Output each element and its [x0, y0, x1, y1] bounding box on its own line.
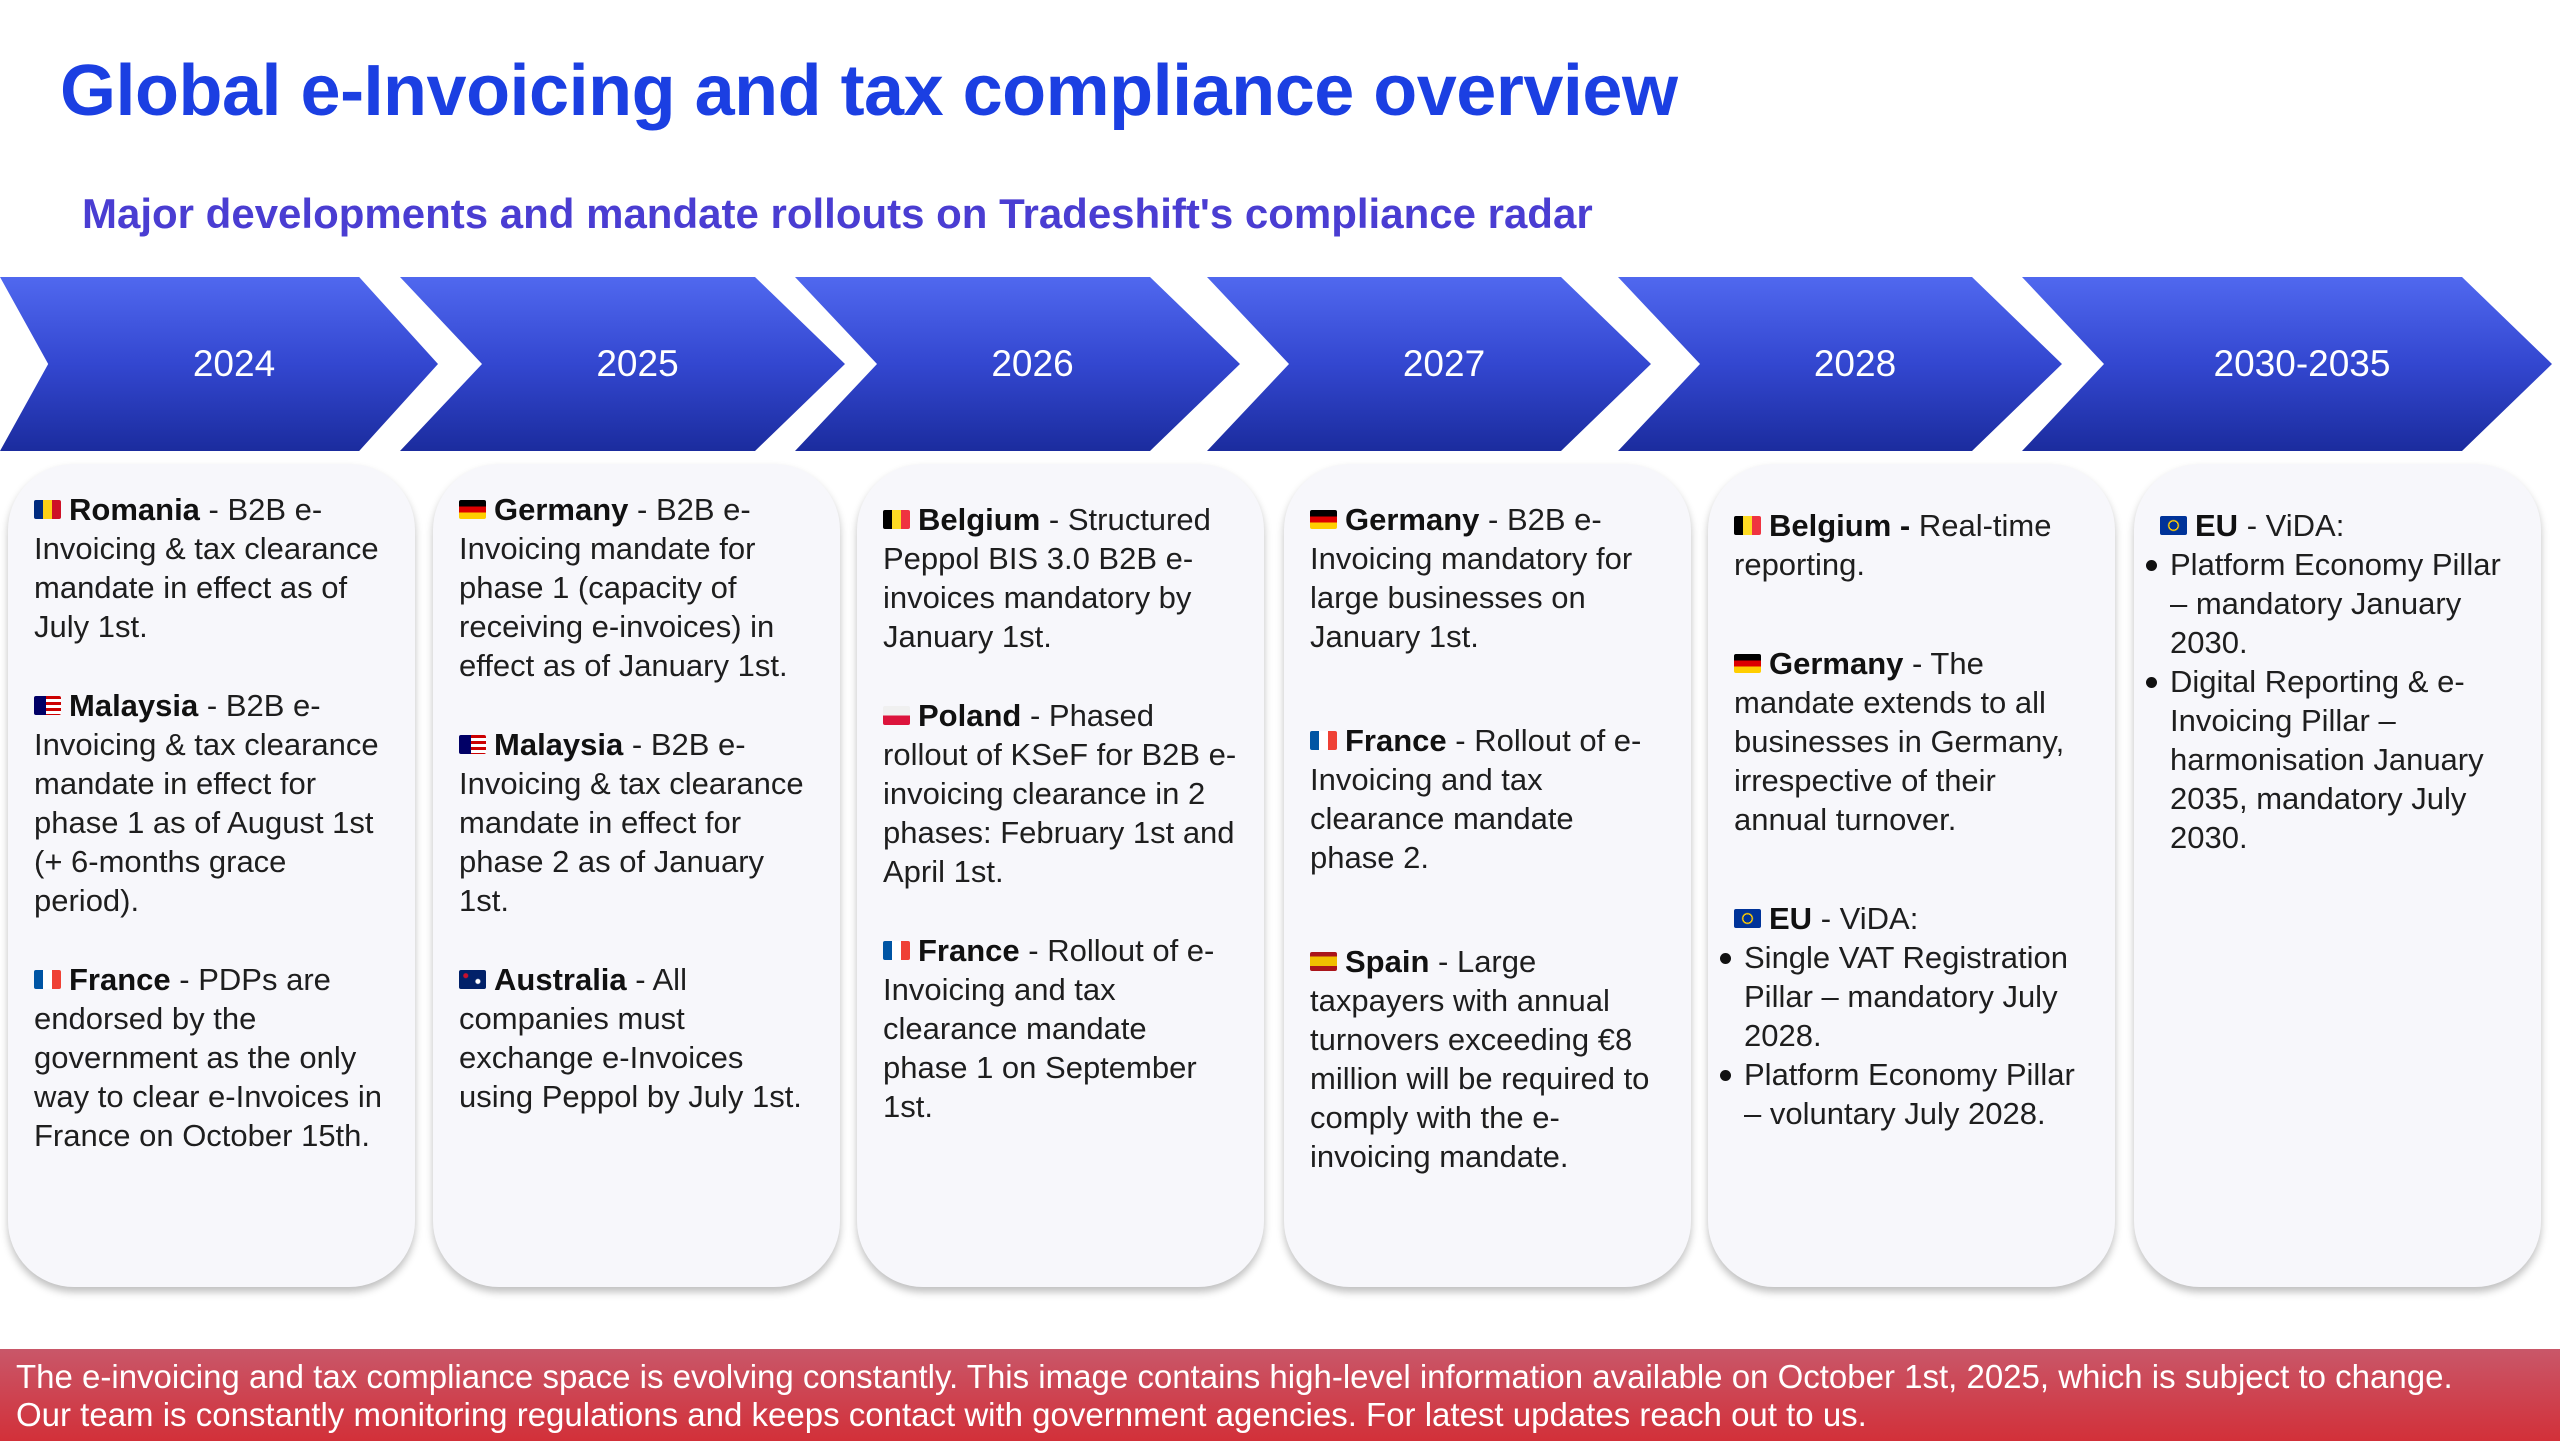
country-name: Germany	[494, 492, 629, 527]
entry-text: - B2B e-Invoicing & tax clearance mandat…	[34, 492, 379, 644]
entry-text: - Phased rollout of KSeF for B2B e-invoi…	[883, 698, 1237, 889]
country-name: EU	[1769, 901, 1813, 936]
entry-text: - The mandate extends to all businesses …	[1734, 646, 2065, 837]
bullet-list: Single VAT Registration Pillar – mandato…	[1720, 938, 2089, 1133]
country-name: France	[918, 933, 1020, 968]
bullet-list: Platform Economy Pillar – mandatory Janu…	[2146, 545, 2515, 857]
page-title: Global e-Invoicing and tax compliance ov…	[60, 51, 1678, 131]
entry-eu: EU - ViDA: Single VAT Registration Pillar…	[1720, 899, 2089, 1133]
entry-france: France - Rollout of e-Invoicing and tax …	[883, 931, 1238, 1126]
entry-text: - B2B e-Invoicing mandatory for large bu…	[1310, 502, 1633, 654]
entry-spain: Spain - Large taxpayers with annual turn…	[1310, 942, 1665, 1176]
entry-france: France - PDPs are endorsed by the govern…	[34, 960, 389, 1155]
flag-belgium-icon	[883, 510, 910, 529]
flag-france-icon	[1310, 731, 1337, 750]
page-subtitle: Major developments and mandate rollouts …	[82, 190, 1593, 237]
country-name: Romania	[69, 492, 200, 527]
flag-belgium-icon	[1734, 516, 1761, 535]
year-arrow-2030-2035: 2030-2035	[2022, 277, 2552, 451]
country-name: Malaysia	[494, 727, 624, 762]
country-name: Poland	[918, 698, 1022, 733]
year-card-2028: Belgium - Real-time reporting. Germany - …	[1708, 464, 2115, 1287]
flag-eu-icon	[1734, 909, 1761, 928]
year-arrow-2025: 2025	[400, 277, 845, 451]
country-name: Malaysia	[69, 688, 199, 723]
entry-text: - Structured Peppol BIS 3.0 B2B e-invoic…	[883, 502, 1211, 654]
year-label: 2025	[596, 343, 679, 384]
year-card-2025: Germany - B2B e-Invoicing mandate for ph…	[433, 464, 840, 1287]
disclaimer-line-2: Our team is constantly monitoring regula…	[16, 1396, 1867, 1433]
entry-germany: Germany - B2B e-Invoicing mandatory for …	[1310, 500, 1665, 656]
country-name: France	[1345, 723, 1447, 758]
bullet-item: Digital Reporting & e-Invoicing Pillar –…	[2146, 662, 2515, 857]
year-arrow-2028: 2028	[1618, 277, 2062, 451]
bullet-item: Platform Economy Pillar – voluntary July…	[1720, 1055, 2089, 1133]
flag-france-icon	[883, 941, 910, 960]
disclaimer-footer: The e-invoicing and tax compliance space…	[0, 1349, 2560, 1441]
country-name: Germany	[1345, 502, 1480, 537]
year-card-2026: Belgium - Structured Peppol BIS 3.0 B2B …	[857, 464, 1264, 1287]
flag-malaysia-icon	[34, 696, 61, 715]
year-label: 2027	[1402, 343, 1486, 384]
country-name: Belgium	[918, 502, 1041, 537]
entry-text: - Rollout of e-Invoicing and tax clearan…	[883, 933, 1215, 1124]
year-card-2027: Germany - B2B e-Invoicing mandatory for …	[1284, 464, 1691, 1287]
country-name: France	[69, 962, 171, 997]
entry-malaysia: Malaysia - B2B e-Invoicing & tax clearan…	[459, 725, 814, 920]
entry-text: - Rollout of e-Invoicing and tax clearan…	[1310, 723, 1642, 875]
year-label: 2026	[991, 343, 1074, 384]
year-card-2030-2035: EU - ViDA: Platform Economy Pillar – mand…	[2134, 464, 2541, 1287]
country-name: Germany	[1769, 646, 1904, 681]
flag-poland-icon	[883, 706, 910, 725]
flag-eu-icon	[2160, 516, 2187, 535]
flag-germany-icon	[459, 500, 486, 519]
country-name: EU	[2195, 508, 2239, 543]
entry-text: - ViDA:	[2238, 508, 2345, 543]
entry-text: - B2B e-Invoicing mandate for phase 1 (c…	[459, 492, 788, 683]
entry-text: - All companies must exchange e-Invoices…	[459, 962, 802, 1114]
entry-belgium: Belgium - Real-time reporting.	[1734, 506, 2089, 584]
entry-text: - PDPs are endorsed by the government as…	[34, 962, 383, 1153]
entry-poland: Poland - Phased rollout of KSeF for B2B …	[883, 696, 1238, 891]
entry-malaysia: Malaysia - B2B e-Invoicing & tax clearan…	[34, 686, 389, 920]
flag-germany-icon	[1734, 654, 1761, 673]
entry-eu: EU - ViDA: Platform Economy Pillar – mand…	[2146, 506, 2515, 857]
year-arrow-2026: 2026	[795, 277, 1240, 451]
disclaimer-line-1: The e-invoicing and tax compliance space…	[16, 1358, 2453, 1395]
entry-text: - B2B e-Invoicing & tax clearance mandat…	[34, 688, 379, 918]
flag-australia-icon	[459, 970, 486, 989]
flag-germany-icon	[1310, 510, 1337, 529]
entry-australia: Australia - All companies must exchange …	[459, 960, 814, 1116]
country-name: Australia	[494, 962, 627, 997]
year-card-2024: Romania - B2B e-Invoicing & tax clearanc…	[8, 464, 415, 1287]
year-arrow-2024: 2024	[0, 277, 438, 451]
country-name: Spain	[1345, 944, 1430, 979]
entry-text: - Large taxpayers with annual turnovers …	[1310, 944, 1650, 1174]
entry-text: - B2B e-Invoicing & tax clearance mandat…	[459, 727, 804, 918]
bullet-item: Platform Economy Pillar – mandatory Janu…	[2146, 545, 2515, 662]
entry-germany: Germany - The mandate extends to all bus…	[1734, 644, 2089, 839]
year-label: 2028	[1813, 343, 1897, 384]
flag-romania-icon	[34, 500, 61, 519]
year-label: 2024	[192, 343, 276, 384]
flag-malaysia-icon	[459, 735, 486, 754]
entry-germany: Germany - B2B e-Invoicing mandate for ph…	[459, 490, 814, 685]
entry-france: France - Rollout of e-Invoicing and tax …	[1310, 721, 1665, 877]
year-arrow-2027: 2027	[1207, 277, 1651, 451]
flag-spain-icon	[1310, 952, 1337, 971]
country-name: Belgium -	[1769, 508, 1911, 543]
bullet-item: Single VAT Registration Pillar – mandato…	[1720, 938, 2089, 1055]
year-label: 2030-2035	[2213, 343, 2391, 384]
entry-belgium: Belgium - Structured Peppol BIS 3.0 B2B …	[883, 500, 1238, 656]
entry-text: - ViDA:	[1812, 901, 1919, 936]
flag-france-icon	[34, 970, 61, 989]
entry-text: Real-time reporting.	[1734, 508, 2052, 582]
entry-romania: Romania - B2B e-Invoicing & tax clearanc…	[34, 490, 389, 646]
